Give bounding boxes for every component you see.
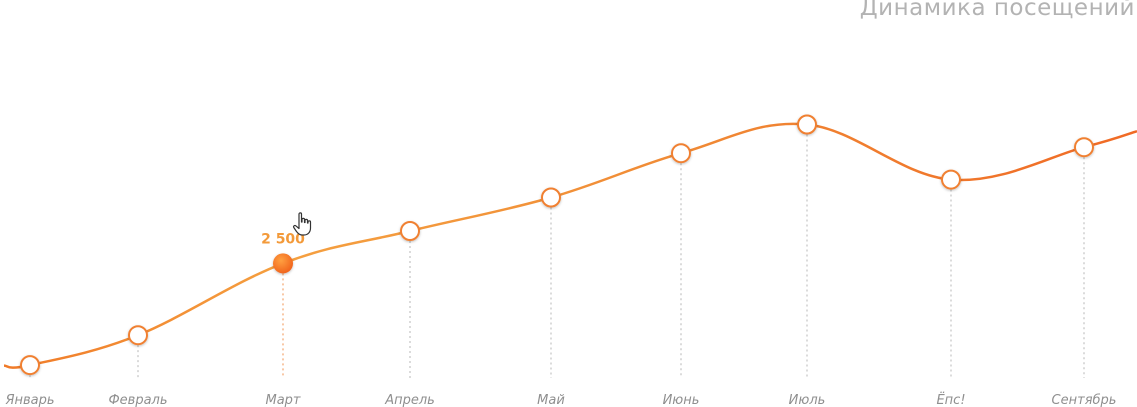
x-tick-label: Февраль: [108, 393, 167, 407]
x-tick-label: Апрель: [384, 393, 435, 407]
x-tick-label: Май: [537, 393, 565, 407]
data-value-label: 2 500: [261, 231, 305, 247]
hand-pointer-icon: [293, 212, 312, 236]
x-tick-label: Март: [265, 393, 300, 407]
data-point[interactable]: [671, 143, 691, 164]
series-line: [3, 122, 1137, 369]
data-point[interactable]: [797, 114, 817, 135]
data-point-highlighted[interactable]: [273, 253, 293, 274]
data-point[interactable]: [128, 325, 148, 346]
data-point[interactable]: [1074, 137, 1094, 158]
x-tick-label: Январь: [4, 393, 54, 407]
chart-title: Динамика посещений: [859, 0, 1135, 21]
data-point[interactable]: [941, 169, 961, 190]
data-point[interactable]: [20, 355, 40, 376]
x-tick-label: Сентябрь: [1052, 393, 1117, 407]
x-tick-label: Июнь: [663, 393, 700, 407]
data-point[interactable]: [541, 187, 561, 208]
x-tick-label: Ёпс!: [936, 392, 965, 407]
x-tick-label: Июль: [789, 393, 826, 407]
data-point[interactable]: [400, 221, 420, 241]
